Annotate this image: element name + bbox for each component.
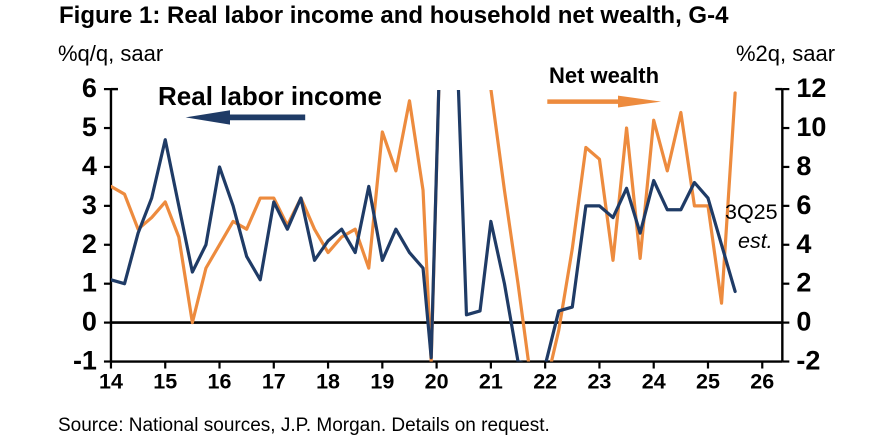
svg-text:17: 17 xyxy=(262,370,286,394)
svg-text:19: 19 xyxy=(370,370,394,394)
svg-text:6: 6 xyxy=(796,190,811,220)
svg-text:1: 1 xyxy=(82,268,97,298)
svg-text:-2: -2 xyxy=(796,346,820,376)
svg-text:16: 16 xyxy=(208,370,232,394)
svg-text:2: 2 xyxy=(796,268,811,298)
svg-text:2: 2 xyxy=(82,229,97,259)
svg-text:3: 3 xyxy=(82,190,97,220)
svg-text:25: 25 xyxy=(696,370,720,394)
svg-text:14: 14 xyxy=(99,370,123,394)
svg-text:15: 15 xyxy=(153,370,177,394)
svg-text:12: 12 xyxy=(796,73,826,103)
svg-text:18: 18 xyxy=(316,370,340,394)
svg-text:5: 5 xyxy=(82,112,97,142)
svg-text:10: 10 xyxy=(796,112,826,142)
svg-text:-1: -1 xyxy=(73,346,97,376)
svg-text:0: 0 xyxy=(796,307,811,337)
svg-text:20: 20 xyxy=(425,370,449,394)
svg-text:26: 26 xyxy=(750,370,774,394)
svg-text:21: 21 xyxy=(479,370,503,394)
svg-text:24: 24 xyxy=(642,370,666,394)
svg-text:4: 4 xyxy=(82,151,97,181)
svg-text:0: 0 xyxy=(82,307,97,337)
svg-text:22: 22 xyxy=(533,370,557,394)
svg-text:8: 8 xyxy=(796,151,811,181)
svg-text:6: 6 xyxy=(82,73,97,103)
svg-text:4: 4 xyxy=(796,229,811,259)
svg-text:23: 23 xyxy=(587,370,611,394)
